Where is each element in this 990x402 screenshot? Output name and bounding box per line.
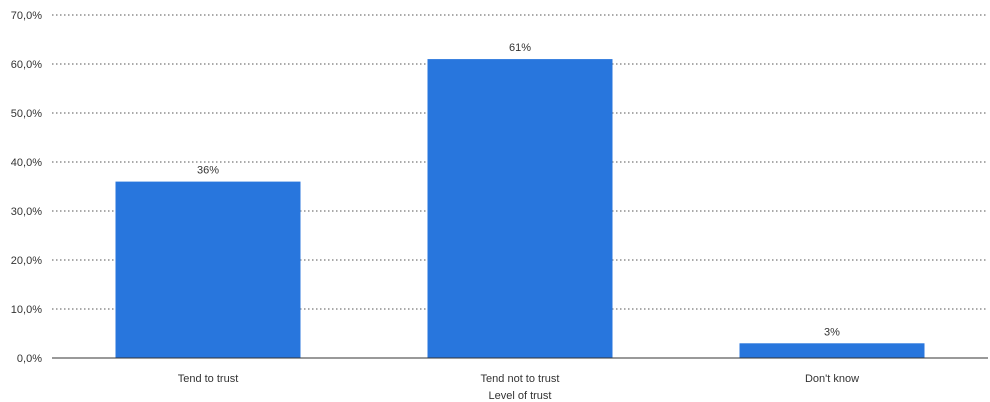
y-tick-label: 60,0%	[11, 59, 42, 71]
y-tick-label: 10,0%	[11, 304, 42, 316]
bar[interactable]	[427, 59, 613, 358]
x-axis-categories: Tend to trust Tend not to trust Don't know	[178, 373, 859, 385]
y-tick-label: 30,0%	[11, 206, 42, 218]
bar-value-label: 36%	[197, 165, 219, 177]
y-tick-label: 0,0%	[17, 353, 42, 365]
y-tick-label: 70,0%	[11, 10, 42, 22]
x-category-label: Tend to trust	[178, 373, 239, 385]
y-tick-label: 20,0%	[11, 255, 42, 267]
bar[interactable]	[115, 181, 301, 358]
bars	[115, 59, 925, 358]
x-category-label: Don't know	[805, 373, 859, 385]
bar[interactable]	[739, 343, 925, 358]
y-axis-ticks: 0,0% 10,0% 20,0% 30,0% 40,0% 50,0% 60,0% 70,0%	[11, 10, 42, 365]
x-category-label: Tend not to trust	[481, 373, 560, 385]
y-tick-label: 50,0%	[11, 108, 42, 120]
bar-value-label: 3%	[824, 326, 840, 338]
y-tick-label: 40,0%	[11, 157, 42, 169]
bar-value-label: 61%	[509, 42, 531, 54]
data-labels: 36% 61% 3%	[197, 42, 840, 338]
x-axis-title: Level of trust	[489, 390, 552, 402]
